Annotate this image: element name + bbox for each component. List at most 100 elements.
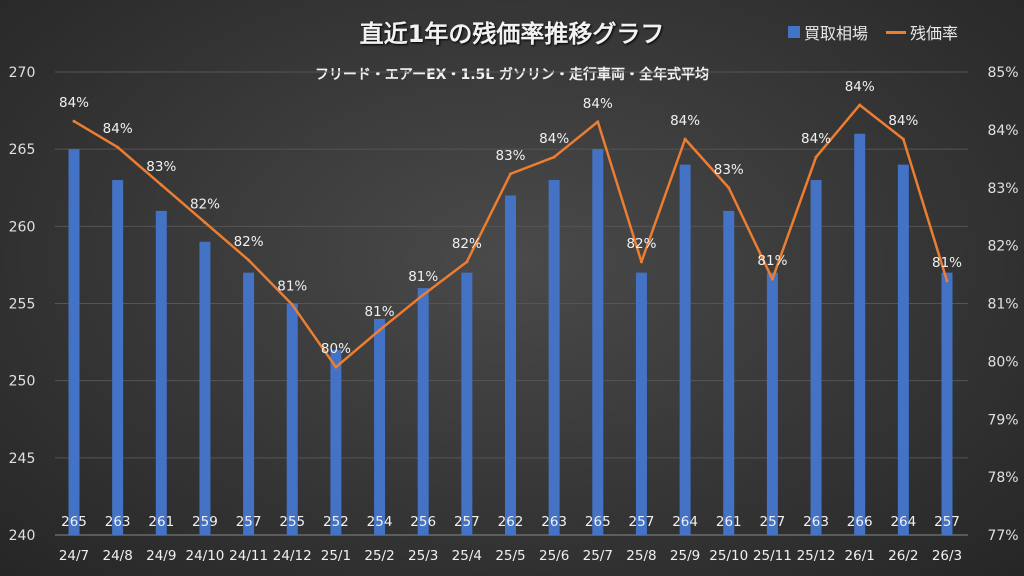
x-tick-label: 24/11 xyxy=(229,548,268,564)
line-point xyxy=(814,155,818,159)
bar-data-label: 266 xyxy=(847,514,873,530)
bar xyxy=(897,164,909,535)
line-data-label: 81% xyxy=(408,269,438,285)
bar-data-label: 261 xyxy=(716,514,742,530)
x-tick-label: 25/7 xyxy=(583,548,613,564)
bar-data-label: 265 xyxy=(585,514,611,530)
bar xyxy=(766,272,778,535)
x-tick-label: 25/5 xyxy=(495,548,525,564)
bar-data-label: 257 xyxy=(629,514,655,530)
bar-data-label: 252 xyxy=(323,514,349,530)
line-data-label: 84% xyxy=(801,131,831,147)
y-right-tick-label: 82% xyxy=(987,239,1018,255)
chart-subtitle: フリード・エアーEX・1.5L ガソリン・走行車両・全年式平均 xyxy=(314,67,710,83)
line-data-label: 84% xyxy=(103,121,133,137)
y-left-tick-label: 270 xyxy=(9,65,36,81)
line-data-label: 84% xyxy=(583,96,613,112)
x-tick-label: 25/8 xyxy=(626,548,656,564)
y-right-tick-label: 85% xyxy=(987,65,1018,81)
x-tick-label: 26/2 xyxy=(888,548,918,564)
line-point xyxy=(509,172,512,176)
line-point xyxy=(465,260,469,264)
line-point xyxy=(683,137,687,141)
x-tick-label: 25/12 xyxy=(797,548,836,564)
bar xyxy=(505,195,516,535)
line-point xyxy=(639,260,643,264)
line-point xyxy=(596,120,600,124)
line-point xyxy=(116,145,120,149)
x-tick-label: 24/10 xyxy=(185,548,224,564)
bar-data-label: 264 xyxy=(890,514,916,530)
line-point xyxy=(770,277,774,281)
line-data-label: 82% xyxy=(234,234,264,250)
x-tick-label: 25/4 xyxy=(452,548,482,564)
bar xyxy=(592,149,604,535)
line-data-label: 81% xyxy=(365,304,395,320)
bar xyxy=(286,303,298,535)
legend-line-swatch xyxy=(886,30,907,34)
line-point xyxy=(858,103,862,107)
line-point xyxy=(421,293,425,297)
line-data-label: 82% xyxy=(626,236,656,252)
line-data-label: 83% xyxy=(714,162,744,178)
x-tick-label: 24/12 xyxy=(273,548,312,564)
x-tick-label: 24/8 xyxy=(102,548,132,564)
legend-line-label: 残価率 xyxy=(910,24,959,43)
y-left-tick-label: 255 xyxy=(9,297,36,313)
bar-data-label: 264 xyxy=(672,514,698,530)
bar xyxy=(243,272,255,535)
bar xyxy=(635,272,647,535)
bar xyxy=(330,349,342,535)
line-data-label: 84% xyxy=(59,95,89,111)
y-right-tick-label: 84% xyxy=(987,123,1018,139)
y-left-tick-label: 260 xyxy=(9,219,36,235)
bar-data-label: 256 xyxy=(410,514,436,530)
line-data-label: 83% xyxy=(495,148,525,164)
x-tick-label: 25/11 xyxy=(753,548,792,564)
line-point xyxy=(945,279,949,283)
line-point xyxy=(203,220,207,224)
y-right-tick-label: 78% xyxy=(987,470,1018,486)
y-left-tick-label: 240 xyxy=(9,528,36,544)
bar xyxy=(854,133,866,535)
x-tick-label: 25/9 xyxy=(670,548,700,564)
bar-data-label: 255 xyxy=(279,514,305,530)
line-data-label: 82% xyxy=(190,196,220,212)
bar xyxy=(155,210,167,535)
line-data-label: 83% xyxy=(146,159,176,175)
chart-title: 直近1年の残価率推移グラフ xyxy=(359,20,665,48)
x-tick-label: 24/7 xyxy=(59,548,89,564)
line-point xyxy=(247,258,251,262)
bar xyxy=(199,241,211,535)
bar xyxy=(112,180,124,536)
x-tick-label: 25/3 xyxy=(408,548,438,564)
bar-data-label: 263 xyxy=(541,514,567,530)
line-point xyxy=(552,155,556,159)
bar-data-label: 259 xyxy=(192,514,218,530)
legend: 買取相場 残価率 xyxy=(788,20,958,44)
bar xyxy=(810,180,822,536)
x-tick-label: 25/10 xyxy=(709,548,748,564)
line-data-label: 80% xyxy=(321,341,351,357)
y-right-tick-label: 83% xyxy=(987,181,1018,197)
bar-data-label: 257 xyxy=(760,514,786,530)
x-tick-label: 26/3 xyxy=(932,548,962,564)
line-data-label: 84% xyxy=(888,113,918,129)
legend-bar-label: 買取相場 xyxy=(804,24,869,43)
y-right-tick-label: 81% xyxy=(987,297,1018,313)
line-data-label: 82% xyxy=(452,236,482,252)
line-point xyxy=(727,186,731,190)
line-point xyxy=(72,119,76,123)
bar-data-label: 265 xyxy=(61,514,87,530)
line-data-label: 84% xyxy=(845,79,875,95)
bar xyxy=(941,272,953,535)
y-right-tick-label: 77% xyxy=(987,528,1018,544)
y-right-tick-label: 79% xyxy=(987,412,1018,428)
line-point xyxy=(290,303,294,307)
bar xyxy=(461,272,473,535)
bar-data-label: 261 xyxy=(148,514,174,530)
bar-data-label: 257 xyxy=(454,514,480,530)
y-right-tick-label: 80% xyxy=(987,354,1018,370)
x-tick-label: 26/1 xyxy=(845,548,875,564)
